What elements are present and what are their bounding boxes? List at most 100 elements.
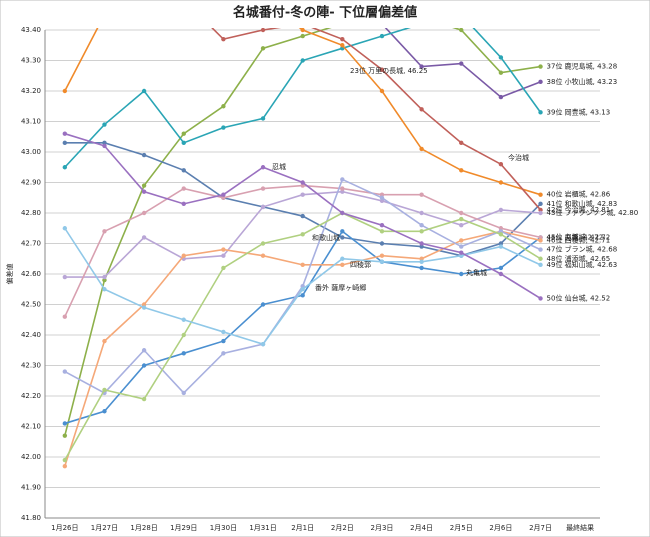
- point: [538, 262, 543, 268]
- point: [419, 259, 424, 264]
- point: [260, 302, 266, 307]
- point: [260, 28, 266, 33]
- annotation: 四稜郭: [350, 260, 371, 269]
- point: [62, 463, 68, 469]
- point: [141, 363, 147, 368]
- y-tick-label: 43.20: [21, 87, 41, 95]
- point: [340, 210, 345, 216]
- point: [62, 226, 68, 231]
- point: [498, 180, 504, 185]
- point: [62, 165, 68, 170]
- point: [538, 207, 543, 213]
- point: [538, 110, 543, 115]
- point: [340, 229, 345, 234]
- annotation: 忍城: [272, 163, 286, 171]
- point: [300, 180, 305, 185]
- data-label: 50位 仙台城, 42.52: [547, 293, 611, 302]
- data-label: 41位 和歌山城, 42.83: [547, 199, 618, 208]
- y-tick-label: 42.00: [21, 453, 41, 461]
- point: [260, 204, 266, 210]
- point: [459, 244, 464, 249]
- point: [181, 186, 186, 191]
- y-tick-label: 43.40: [21, 26, 41, 34]
- point: [459, 223, 464, 228]
- point: [181, 140, 186, 146]
- point: [538, 64, 543, 69]
- point: [419, 107, 424, 112]
- point: [498, 226, 504, 231]
- point: [498, 271, 504, 277]
- point: [260, 46, 266, 51]
- point: [102, 274, 107, 280]
- y-tick-label: 42.60: [21, 270, 41, 278]
- point: [538, 256, 543, 261]
- point: [221, 329, 226, 335]
- point: [340, 235, 345, 240]
- point: [260, 253, 266, 258]
- x-tick-label: 最終結果: [566, 523, 594, 532]
- point: [181, 351, 186, 356]
- point: [102, 277, 107, 283]
- point: [379, 241, 385, 246]
- point: [102, 122, 107, 127]
- point: [459, 271, 464, 277]
- point: [340, 43, 345, 48]
- x-tick-label: 1月26日: [51, 524, 78, 532]
- y-tick-label: 42.70: [21, 240, 41, 248]
- point: [260, 341, 266, 347]
- point: [419, 244, 424, 249]
- chart-title: 名城番付-冬の陣- 下位層偏差値: [233, 5, 417, 21]
- y-tick-label: 43.00: [21, 148, 41, 156]
- point: [141, 396, 147, 402]
- point: [102, 143, 107, 149]
- point: [379, 198, 385, 203]
- point: [221, 125, 226, 130]
- point: [221, 192, 226, 197]
- data-label: 38位 小牧山城, 43.23: [547, 77, 618, 86]
- data-label: 39位 岡豊城, 43.13: [547, 107, 611, 116]
- x-tick-label: 1月30日: [210, 524, 237, 532]
- point: [221, 351, 226, 356]
- point: [340, 262, 345, 268]
- point: [419, 223, 424, 228]
- point: [498, 70, 504, 75]
- x-tick-label: 2月3日: [371, 524, 394, 532]
- data-label: 47位 ブラン城, 42.68: [547, 245, 618, 254]
- data-label: 49位 福知山城, 42.63: [547, 260, 618, 269]
- point: [141, 348, 147, 353]
- data-label: 44位 忍城, 42.72: [547, 232, 604, 241]
- point: [221, 338, 226, 344]
- x-tick-label: 2月2日: [331, 524, 354, 532]
- point: [459, 28, 464, 33]
- point: [459, 238, 464, 243]
- point: [379, 67, 385, 72]
- point: [181, 131, 186, 136]
- point: [62, 314, 68, 319]
- point: [300, 262, 305, 268]
- x-tick-label: 1月28日: [130, 524, 157, 532]
- point: [459, 253, 464, 258]
- point: [459, 210, 464, 216]
- data-label: 43位 ファクンソン城, 42.80: [547, 208, 639, 217]
- point: [260, 165, 266, 170]
- x-tick-label: 1月31日: [249, 524, 276, 532]
- point: [221, 36, 226, 42]
- point: [498, 94, 504, 100]
- y-tick-label: 42.10: [21, 423, 41, 431]
- point: [340, 186, 345, 191]
- point: [340, 256, 345, 261]
- point: [538, 201, 543, 207]
- point: [459, 168, 464, 173]
- point: [379, 253, 385, 258]
- point: [300, 287, 305, 292]
- point: [181, 168, 186, 173]
- point: [459, 216, 464, 222]
- plot-area: [62, 28, 543, 469]
- y-tick-label: 42.80: [21, 209, 41, 217]
- annotation: 丸亀城: [466, 268, 487, 277]
- point: [419, 241, 424, 246]
- point: [260, 186, 266, 191]
- point: [141, 152, 147, 158]
- point: [62, 433, 68, 438]
